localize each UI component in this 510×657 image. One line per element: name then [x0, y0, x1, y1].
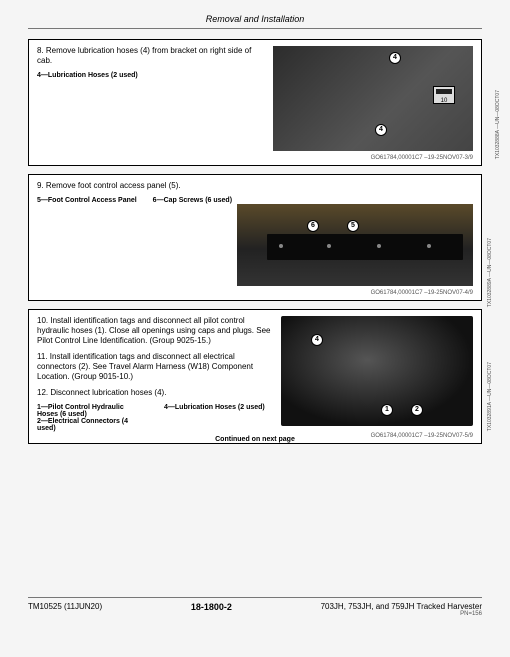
legend-4: 4—Lubrication Hoses (2 used) — [37, 72, 265, 79]
callout-1: 1 — [381, 404, 393, 416]
section-steps-10-12: 10. Install identification tags and disc… — [28, 309, 482, 444]
legend-6: 6—Cap Screws (6 used) — [153, 197, 232, 204]
side-code-2: TX1032889A —UN—08OCT07 — [487, 238, 493, 307]
figure-2: 6 5 — [237, 204, 473, 286]
step-num: 8. — [37, 46, 44, 55]
figure-3: 4 1 2 — [281, 316, 473, 426]
step-11: 11. Install identification tags and disc… — [37, 352, 273, 382]
legend-4b: 4—Lubrication Hoses (2 used) — [164, 404, 273, 411]
legend-2: 2—Electrical Connectors (4 used) — [37, 418, 146, 432]
legend-row-2: 5—Foot Control Access Panel 6—Cap Screws… — [37, 197, 473, 204]
step-9: 9. Remove foot control access panel (5). — [37, 181, 473, 191]
img-code-1: GO61784,00001C7 –19-25NOV07-3/9 — [37, 155, 473, 161]
callout-6: 6 — [307, 220, 319, 232]
callout-4c: 4 — [311, 334, 323, 346]
figure-1-wrap: 4 4 10 TX1032888A —UN—08OCT07 — [273, 46, 473, 153]
step-text: Disconnect lubrication hoses (4). — [50, 388, 166, 397]
step-num: 11. — [37, 352, 48, 361]
header-rule — [28, 28, 482, 29]
footer-right: 703JH, 753JH, and 759JH Tracked Harveste… — [321, 602, 482, 617]
figure-3-wrap: 4 1 2 TX1032891A —UN—08OCT07 — [281, 316, 473, 432]
step-num: 9. — [37, 181, 44, 190]
side-code-3: TX1032891A —UN—08OCT07 — [487, 362, 493, 431]
step-12: 12. Disconnect lubrication hoses (4). — [37, 388, 273, 398]
page-footer: TM10525 (11JUN20) 18-1800-2 703JH, 753JH… — [28, 597, 482, 617]
step-text: Install identification tags and disconne… — [37, 316, 270, 345]
callout-4a: 4 — [389, 52, 401, 64]
step-text: Install identification tags and disconne… — [37, 352, 253, 381]
figure-1: 4 4 10 — [273, 46, 473, 151]
step-8: 8. Remove lubrication hoses (4) from bra… — [37, 46, 265, 66]
side-code-1: TX1032888A —UN—08OCT07 — [495, 90, 501, 159]
step-text: Remove lubrication hoses (4) from bracke… — [37, 46, 251, 65]
footer-pn: PN=156 — [321, 611, 482, 617]
step-num: 12. — [37, 388, 48, 397]
step-num: 10. — [37, 316, 48, 325]
callout-5: 5 — [347, 220, 359, 232]
page-header: Removal and Installation — [28, 8, 482, 26]
section-step-8: 8. Remove lubrication hoses (4) from bra… — [28, 39, 482, 166]
step-10: 10. Install identification tags and disc… — [37, 316, 273, 346]
footer-center: 18-1800-2 — [191, 602, 232, 612]
placard-10: 10 — [433, 86, 455, 104]
section-step-9: 9. Remove foot control access panel (5).… — [28, 174, 482, 301]
footer-left: TM10525 (11JUN20) — [28, 602, 102, 611]
callout-2: 2 — [411, 404, 423, 416]
img-code-2: GO61784,00001C7 –19-25NOV07-4/9 — [37, 290, 473, 296]
callout-4b: 4 — [375, 124, 387, 136]
legend-1: 1—Pilot Control Hydraulic Hoses (6 used) — [37, 404, 146, 418]
step-text: Remove foot control access panel (5). — [46, 181, 181, 190]
legend-5: 5—Foot Control Access Panel — [37, 197, 137, 204]
